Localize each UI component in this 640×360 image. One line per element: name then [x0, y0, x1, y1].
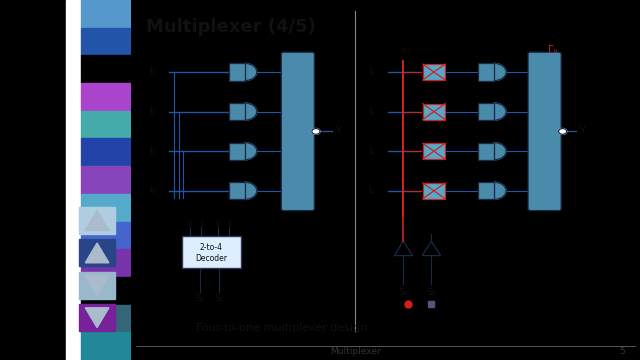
Text: Y: Y [579, 126, 585, 136]
Bar [81, 166, 131, 194]
Circle shape [312, 129, 320, 134]
Text: 2: 2 [216, 221, 220, 227]
Text: Y: Y [335, 126, 340, 136]
Bar [479, 103, 494, 120]
Bar [81, 83, 131, 111]
Text: I₁: I₁ [149, 107, 156, 116]
Bar [81, 194, 131, 221]
Polygon shape [244, 103, 257, 120]
Polygon shape [85, 211, 109, 230]
Polygon shape [85, 243, 109, 263]
Bar [423, 64, 445, 80]
Polygon shape [494, 63, 506, 81]
Bar [229, 63, 244, 81]
Text: I₂: I₂ [368, 147, 374, 156]
Text: I₀: I₀ [149, 68, 156, 77]
Text: S₁: S₁ [196, 294, 204, 303]
Text: Multiplexer (4/5): Multiplexer (4/5) [147, 18, 316, 36]
Bar [81, 305, 131, 332]
Polygon shape [244, 182, 257, 199]
Bar [81, 249, 131, 277]
Bar [81, 332, 131, 360]
Bar [479, 63, 494, 81]
Bar [479, 143, 494, 160]
Text: I₂: I₂ [149, 147, 156, 156]
Text: 5: 5 [619, 346, 625, 356]
Bar [229, 103, 244, 120]
Text: I₃: I₃ [368, 186, 374, 195]
Text: S₀: S₀ [427, 288, 436, 297]
Bar [423, 104, 445, 120]
Bar [423, 143, 445, 159]
Bar [81, 0, 131, 28]
Bar [81, 221, 131, 249]
Text: I₀: I₀ [368, 68, 374, 77]
Bar [79, 239, 115, 266]
Bar [81, 28, 131, 55]
Text: Decoder: Decoder [195, 254, 227, 263]
Text: I₃: I₃ [149, 186, 156, 195]
Circle shape [559, 129, 567, 134]
Polygon shape [85, 275, 109, 295]
Text: 3: 3 [227, 221, 231, 227]
Polygon shape [494, 182, 506, 199]
FancyBboxPatch shape [282, 52, 314, 211]
Bar [479, 182, 494, 199]
Bar [81, 111, 131, 139]
Text: S₁: S₁ [399, 288, 408, 297]
Bar [81, 55, 131, 83]
Bar [79, 304, 115, 331]
Bar [81, 277, 131, 305]
Bar [65, 0, 81, 360]
Polygon shape [494, 143, 506, 160]
Text: 1: 1 [199, 221, 204, 227]
Text: I₁: I₁ [368, 107, 374, 116]
Polygon shape [85, 308, 109, 328]
Text: 0: 0 [188, 221, 192, 227]
Text: Γ₀: Γ₀ [548, 45, 558, 55]
Bar [229, 182, 244, 199]
Bar [229, 143, 244, 160]
Bar [79, 272, 115, 299]
Bar [182, 236, 241, 268]
Bar [79, 207, 115, 234]
Bar [423, 183, 445, 199]
Text: Four-to-one multiplexer design.: Four-to-one multiplexer design. [196, 323, 371, 333]
Text: 2-to-4: 2-to-4 [200, 243, 223, 252]
Text: S₀: S₀ [214, 294, 223, 303]
Polygon shape [494, 103, 506, 120]
FancyBboxPatch shape [528, 52, 561, 211]
Text: Multiplexer: Multiplexer [330, 346, 380, 356]
Bar [81, 139, 131, 166]
Polygon shape [244, 143, 257, 160]
Polygon shape [244, 63, 257, 81]
